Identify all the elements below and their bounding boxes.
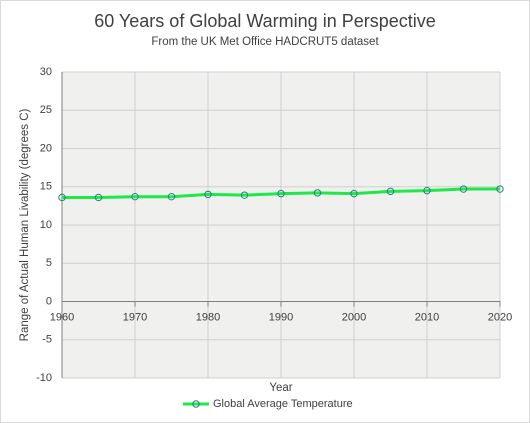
y-tick-label: 10 <box>40 219 52 231</box>
data-point <box>423 186 431 195</box>
y-tick-label: 30 <box>40 66 52 78</box>
data-point <box>58 193 66 202</box>
data-point <box>496 185 504 193</box>
data-point <box>131 192 139 201</box>
data-point <box>350 189 358 198</box>
data-point <box>313 189 322 197</box>
y-axis-label: Range of Actual Human Livability (degree… <box>19 109 31 342</box>
x-tick-label: 1980 <box>196 311 220 323</box>
x-tick-label: 2020 <box>488 311 512 323</box>
y-tick-label: 20 <box>40 142 52 154</box>
data-point <box>94 193 103 202</box>
y-tick-label: 0 <box>46 295 52 307</box>
data-point <box>459 185 468 193</box>
data-point <box>240 191 249 199</box>
series-line <box>62 187 500 199</box>
y-tick-label: 5 <box>46 257 52 269</box>
y-tick-label: -10 <box>36 372 52 384</box>
legend-label: Global Average Temperature <box>213 398 353 410</box>
y-tick-label: 25 <box>40 104 52 116</box>
y-tick-label: -5 <box>42 334 52 346</box>
x-tick-label: 1990 <box>269 311 293 323</box>
x-tick-label: 2010 <box>415 311 439 323</box>
chart-subtitle: From the UK Met Office HADCRUT5 dataset <box>151 36 379 48</box>
y-tick-label: 15 <box>40 181 52 193</box>
chart-title: 60 Years of Global Warming in Perspectiv… <box>94 11 436 31</box>
data-point <box>167 192 176 201</box>
legend-marker <box>192 400 200 408</box>
data-point <box>386 187 395 196</box>
data-point <box>204 190 212 199</box>
x-tick-label: 2000 <box>342 311 366 323</box>
x-axis-label: Year <box>269 382 292 394</box>
x-tick-label: 1970 <box>123 311 147 323</box>
data-point <box>277 189 285 198</box>
